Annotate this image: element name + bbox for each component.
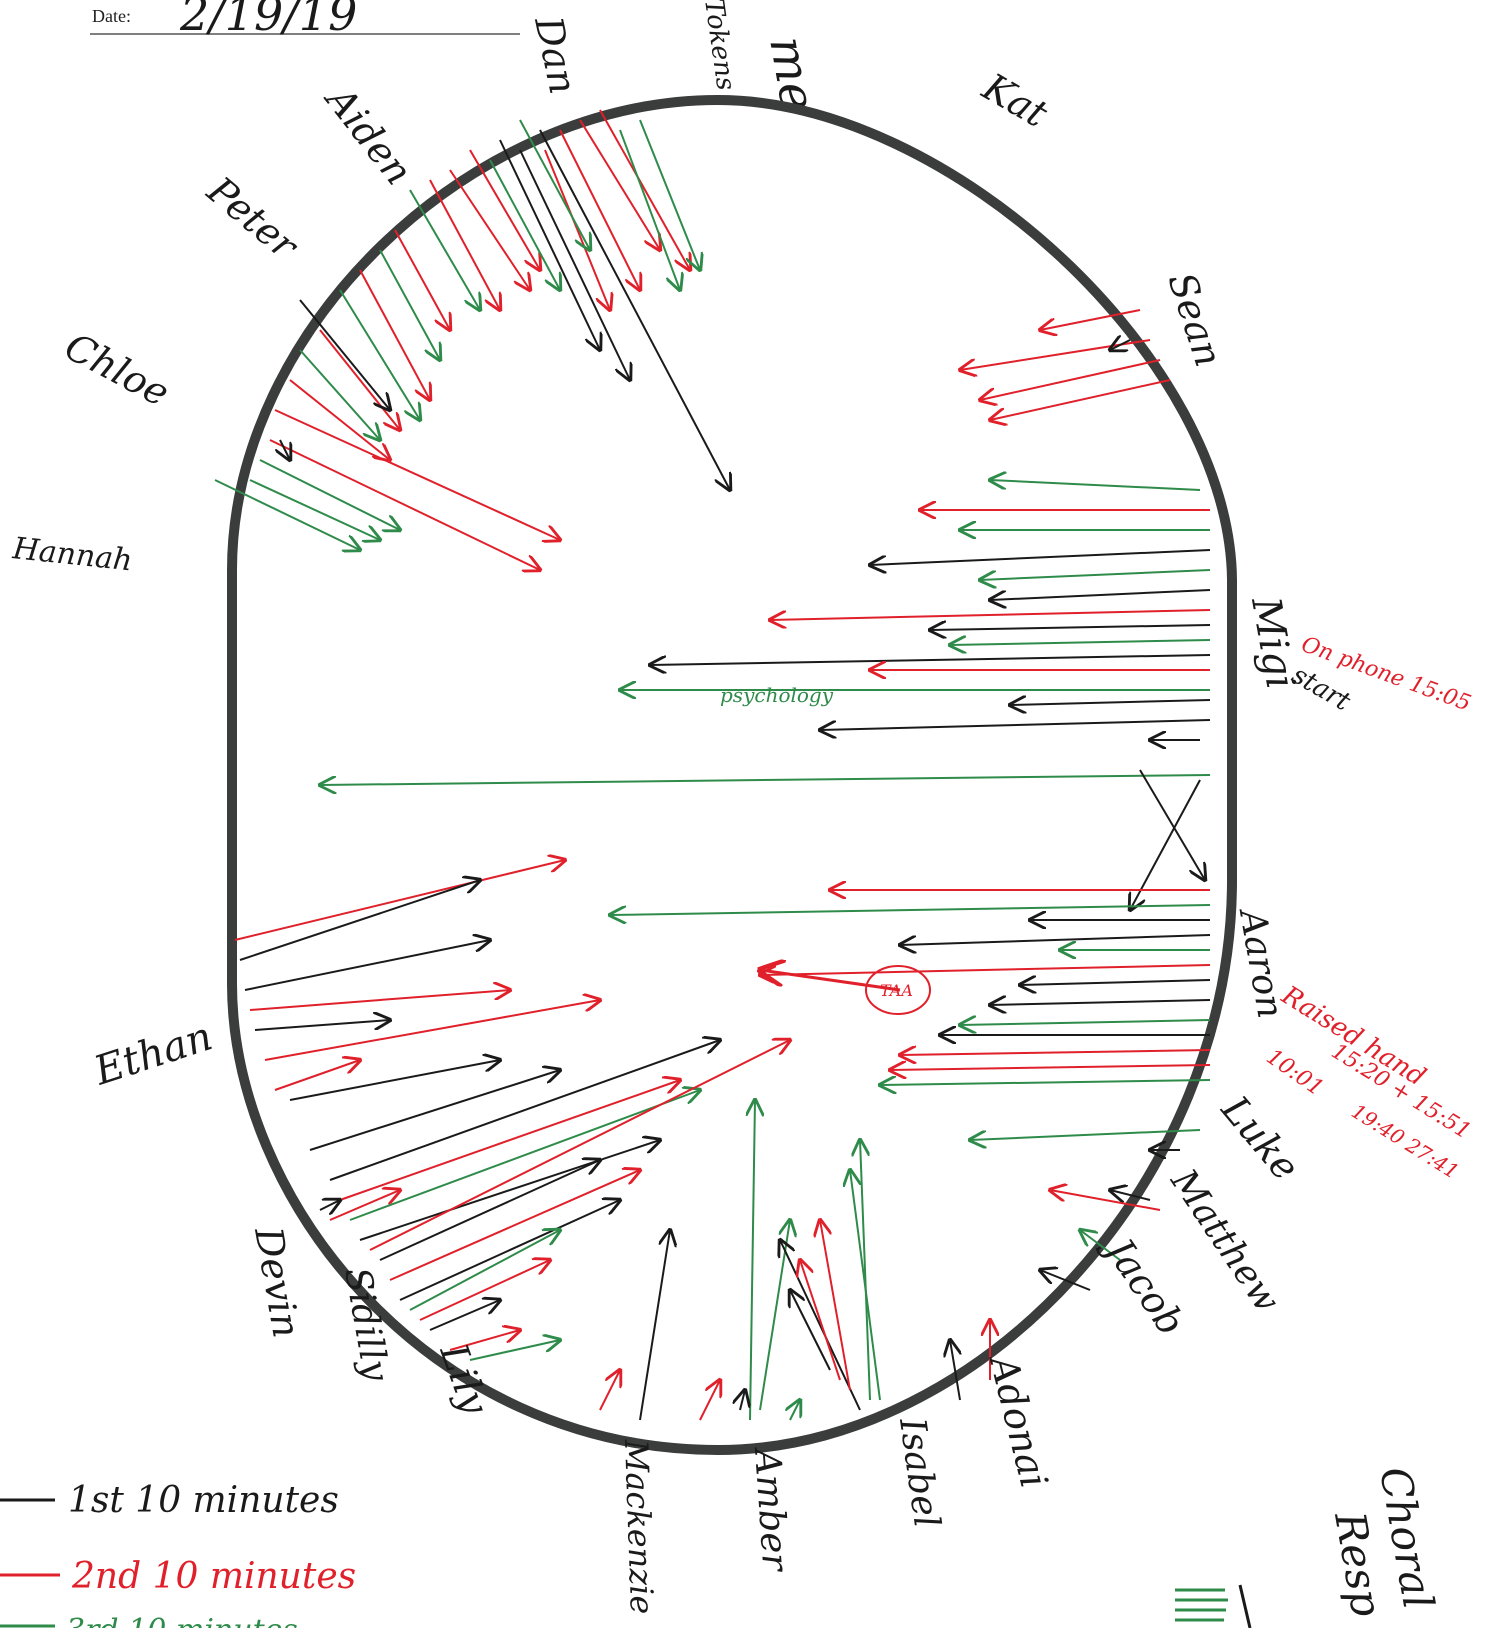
- seat-matthew: Matthew: [1162, 1161, 1288, 1320]
- seat-sean: Sean: [1159, 267, 1230, 372]
- seat-peter: Peter: [198, 168, 308, 270]
- seat-chloe: Chloe: [58, 324, 177, 415]
- seat-mackenzie: Mackenzie: [617, 1438, 661, 1615]
- legend-label-1: 1st 10 minutes: [68, 1480, 339, 1521]
- seat-adonai: Adonai: [981, 1349, 1057, 1493]
- circled-note: TAA: [880, 981, 913, 1000]
- seat-hannah: Hannah: [10, 531, 134, 578]
- psychology-note: psychology: [720, 683, 834, 707]
- arrows-bottom: [599, 1100, 990, 1421]
- arrows-bottom-left: [234, 860, 790, 1361]
- top-fragment-tokens: Tokens: [698, 0, 741, 92]
- legend-label-2: 2nd 10 minutes: [71, 1556, 356, 1597]
- date-value: 2/19/19: [179, 0, 357, 41]
- seat-aiden: Aiden: [316, 76, 421, 193]
- legend-label-3: 3rd 10 minutes: [66, 1613, 298, 1628]
- seat-ethan: Ethan: [88, 1013, 218, 1094]
- legend: 1st 10 minutes 2nd 10 minutes 3rd 10 min…: [0, 1480, 356, 1628]
- seat-isabel: Isabel: [891, 1415, 947, 1531]
- arrow-center-red: [760, 970, 901, 992]
- corner-note: Choral Resp: [1175, 1463, 1443, 1628]
- seat-sidilly: Sidilly: [336, 1264, 396, 1384]
- arrows-top-left: [214, 109, 730, 570]
- arrows-right: [320, 309, 1211, 1291]
- time-annotations: On phone 15:05 start Raised hand 15:20 +…: [1262, 632, 1476, 1184]
- aaron-time-note: 10:01: [1262, 1044, 1328, 1101]
- seat-devin: Devin: [246, 1223, 309, 1341]
- seat-kat: Kat: [975, 64, 1056, 136]
- seat-labels: Dan Kat Aiden Peter Sean Chloe Hannah Mi…: [10, 12, 1308, 1615]
- table-outline: [226, 94, 1237, 1456]
- circled-note-ring: [865, 965, 931, 1015]
- date-label: Date:: [92, 6, 131, 26]
- seat-amber: Amber: [746, 1445, 796, 1574]
- seat-lily: Lily: [431, 1337, 497, 1420]
- tally-mark-black: [1238, 1584, 1252, 1628]
- seat-luke: Luke: [1212, 1087, 1308, 1189]
- seat-dan: Dan: [526, 12, 585, 98]
